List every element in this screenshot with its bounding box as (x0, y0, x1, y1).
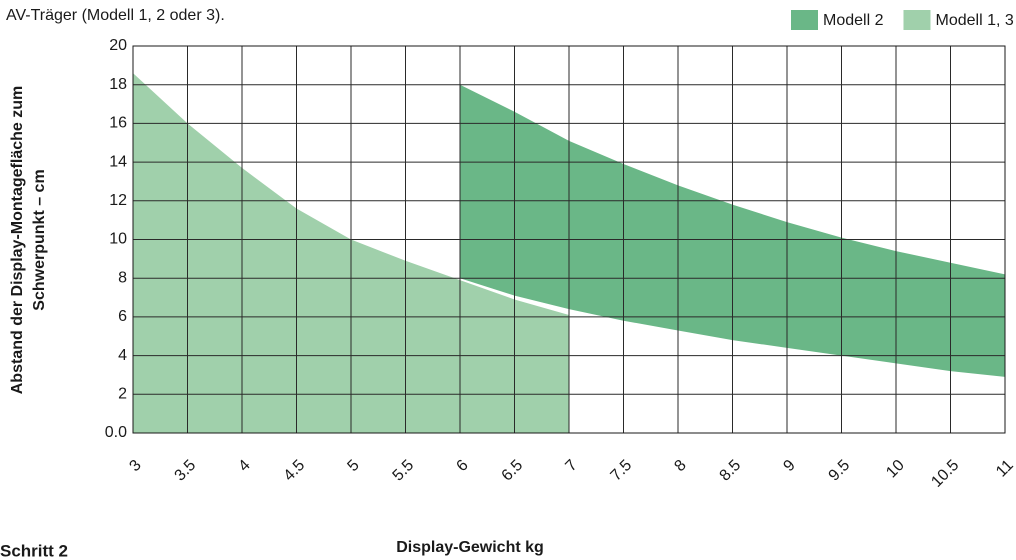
y-tick-label: 18 (109, 76, 127, 93)
y-tick-label: 20 (109, 37, 127, 54)
x-tick-label: 5 (344, 457, 362, 475)
x-tick-label: 8.5 (717, 457, 745, 485)
caption: AV-Träger (Modell 1, 2 oder 3). (6, 7, 225, 24)
step-heading: Schritt 2 (0, 541, 68, 560)
y-axis-label: Abstand der Display-Montagefläche zum (9, 86, 26, 395)
legend-swatch (791, 10, 818, 30)
x-tick-label: 8 (671, 457, 689, 475)
y-tick-label: 10 (109, 231, 127, 248)
x-tick-label: 7.5 (608, 457, 636, 485)
y-tick-label: 0.0 (105, 424, 127, 441)
x-tick-label: 5.5 (390, 457, 418, 485)
plot-frame (132, 45, 1006, 434)
x-tick-label: 11 (993, 457, 1016, 481)
x-tick-label: 6.5 (499, 457, 527, 485)
y-tick-label: 2 (118, 386, 127, 403)
y-tick-label: 16 (109, 115, 127, 132)
legend-swatch (903, 10, 931, 30)
x-axis-label: Display-Gewicht kg (396, 539, 544, 556)
x-tick-label: 3 (126, 457, 144, 475)
x-tick-label: 7 (562, 457, 580, 475)
legend-label: Modell 2 (823, 12, 884, 29)
x-tick-label: 10.5 (928, 457, 962, 491)
y-tick-label: 8 (118, 269, 127, 286)
x-tick-label: 4.5 (281, 457, 309, 485)
y-tick-label: 6 (118, 308, 127, 325)
y-tick-label: 14 (109, 153, 127, 170)
legend-label: Modell 1, 3 (935, 12, 1013, 29)
x-tick-label: 9.5 (826, 457, 854, 485)
y-tick-label: 4 (118, 347, 127, 364)
y-tick-label: 12 (109, 192, 127, 209)
x-tick-label: 3.5 (172, 457, 200, 485)
x-tick-label: 9 (780, 457, 798, 475)
x-tick-label: 6 (453, 457, 471, 475)
x-tick-label: 4 (235, 457, 253, 475)
x-tick-label: 10 (883, 457, 908, 482)
y-axis-label: Schwerpunkt – cm (31, 169, 48, 310)
